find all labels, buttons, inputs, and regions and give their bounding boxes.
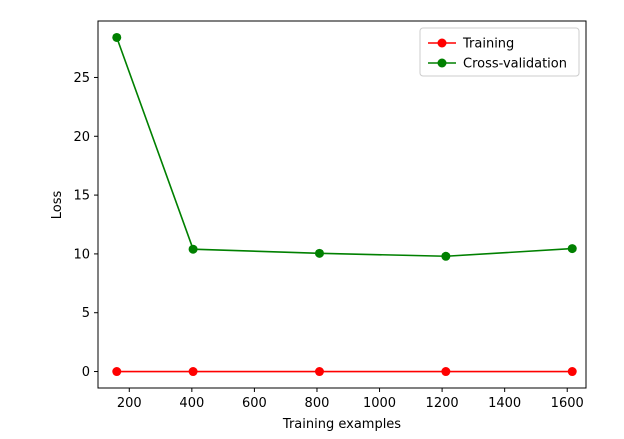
x-tick-label: 1400: [488, 396, 521, 411]
data-point-training: [188, 367, 198, 377]
y-tick-label: 15: [73, 189, 90, 204]
plot-area: [112, 32, 577, 377]
data-point-cross-validation: [441, 251, 451, 261]
y-tick-label: 25: [73, 71, 90, 86]
data-point-cross-validation: [188, 244, 198, 254]
data-point-cross-validation: [314, 248, 324, 258]
legend-marker-training: [437, 38, 447, 48]
data-point-cross-validation: [567, 244, 577, 254]
x-tick-label: 1600: [551, 396, 584, 411]
data-point-training: [441, 367, 451, 377]
y-tick-label: 10: [73, 247, 90, 262]
data-point-cross-validation: [112, 32, 122, 42]
x-tick-label: 1000: [363, 396, 396, 411]
axes-frame: [97, 20, 587, 389]
y-tick-label: 0: [82, 365, 90, 380]
x-tick-label: 1200: [426, 396, 459, 411]
x-tick-label: 600: [242, 396, 267, 411]
legend-label-cross-validation: Cross-validation: [463, 57, 567, 72]
x-tick-label: 200: [117, 396, 142, 411]
y-axis: 0 5 10 15 20 25: [73, 71, 98, 380]
y-axis-label: Loss: [50, 191, 65, 220]
x-tick-label: 400: [179, 396, 204, 411]
x-axis-label: Training examples: [282, 417, 401, 432]
legend-label-training: Training: [462, 37, 514, 52]
x-tick-label: 800: [305, 396, 330, 411]
data-point-training: [112, 367, 122, 377]
legend-box: [419, 27, 580, 77]
data-point-training: [567, 367, 577, 377]
data-point-training: [314, 367, 324, 377]
legend-marker-cross-validation: [437, 58, 447, 68]
legend: Training Cross-validation: [419, 27, 580, 77]
y-tick-label: 20: [73, 130, 90, 145]
y-tick-label: 5: [82, 306, 90, 321]
x-axis: 200 400 600 800 1000 1200 1400 1600: [117, 388, 584, 411]
